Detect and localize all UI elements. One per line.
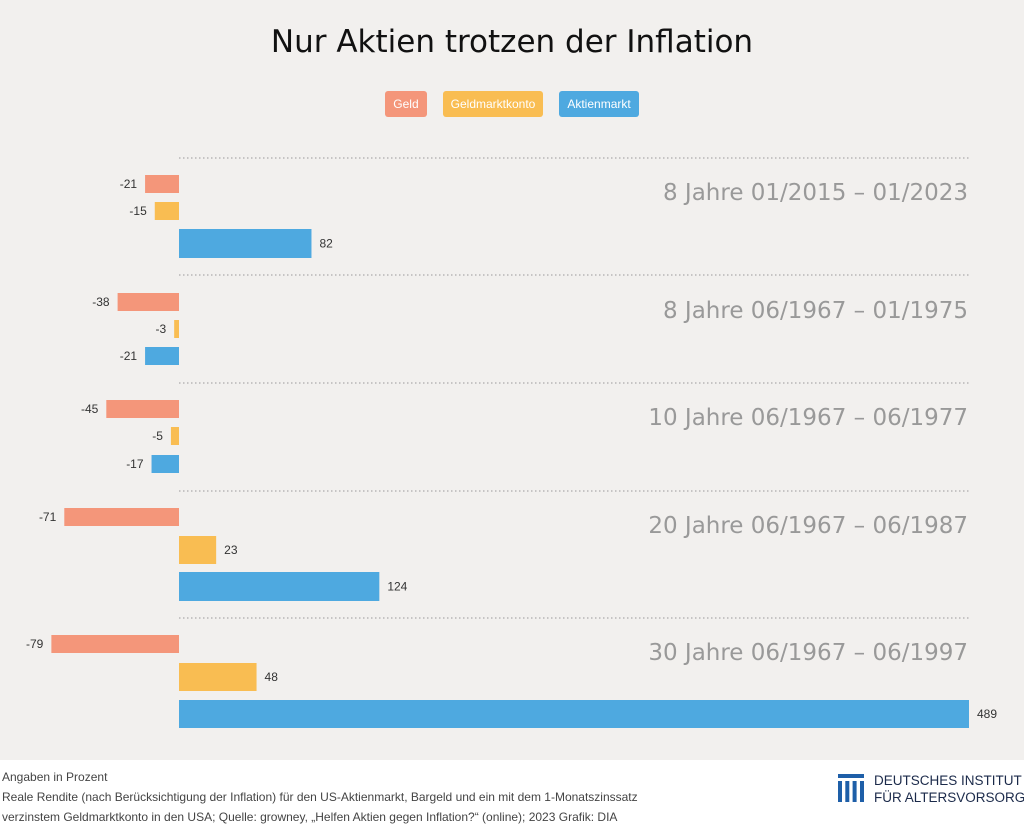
data-label: 82 — [319, 237, 333, 251]
bar-chart: 8 Jahre 01/2015 – 01/2023 -21 -15 82 8 Jahre… — [26, 157, 997, 728]
logo-line-1: DEUTSCHES INSTITUT — [874, 773, 1022, 788]
bar-aktienmarkt — [179, 700, 969, 728]
data-label: -45 — [81, 402, 99, 416]
period-label: 20 Jahre 06/1967 – 06/1987 — [648, 513, 968, 539]
dia-logo-icon — [838, 774, 864, 802]
bar-geldmarktkonto — [154, 202, 179, 220]
data-label: 48 — [265, 670, 279, 684]
bar-geld — [64, 508, 179, 526]
bar-geld — [117, 293, 179, 311]
data-label: -5 — [152, 429, 163, 443]
unit-note: Angaben in Prozent — [2, 770, 108, 784]
source-note-line1: Reale Rendite (nach Berücksichtigung der… — [2, 790, 638, 804]
bar-geldmarktkonto — [179, 663, 257, 691]
bar-aktienmarkt — [179, 229, 312, 258]
data-label: -21 — [120, 349, 138, 363]
legend-item-geldmarktkonto: Geldmarktkonto — [442, 91, 544, 117]
chart-title: Nur Aktien trotzen der Inflation — [270, 24, 754, 60]
bar-geldmarktkonto — [179, 536, 217, 564]
bar-geldmarktkonto — [170, 427, 179, 445]
bar-geldmarktkonto — [174, 320, 179, 338]
bar-aktienmarkt — [179, 572, 380, 601]
bar-aktienmarkt — [151, 455, 179, 473]
legend: Geld Geldmarktkonto Aktienmarkt — [0, 91, 1024, 117]
dia-logo-text: DEUTSCHES INSTITUT FÜR ALTERSVORSORGE — [874, 772, 1024, 806]
data-label: 23 — [224, 543, 238, 557]
data-label: -17 — [126, 457, 144, 471]
period-label: 8 Jahre 01/2015 – 01/2023 — [663, 180, 968, 206]
period-label: 8 Jahre 06/1967 – 01/1975 — [663, 298, 968, 324]
data-label: -21 — [120, 177, 138, 191]
data-label: 489 — [977, 707, 997, 721]
data-label: 124 — [387, 580, 407, 594]
legend-item-geld: Geld — [385, 91, 427, 117]
legend-item-aktienmarkt: Aktienmarkt — [559, 91, 639, 117]
period-label: 10 Jahre 06/1967 – 06/1977 — [648, 405, 968, 431]
period-label: 30 Jahre 06/1967 – 06/1997 — [648, 640, 968, 666]
bar-geld — [145, 175, 179, 193]
data-label: -3 — [155, 322, 166, 336]
data-label: -38 — [92, 295, 110, 309]
data-label: -79 — [26, 637, 44, 651]
data-label: -15 — [129, 204, 147, 218]
bar-geld — [106, 400, 179, 418]
data-label: -71 — [39, 510, 57, 524]
source-note-line2: verzinstem Geldmarktkonto in den USA; Qu… — [2, 810, 618, 824]
bar-geld — [51, 635, 179, 653]
logo-line-2: FÜR ALTERSVORSORGE — [874, 790, 1024, 805]
footer: Angaben in Prozent Reale Rendite (nach B… — [0, 760, 1024, 825]
bar-aktienmarkt — [145, 347, 179, 365]
